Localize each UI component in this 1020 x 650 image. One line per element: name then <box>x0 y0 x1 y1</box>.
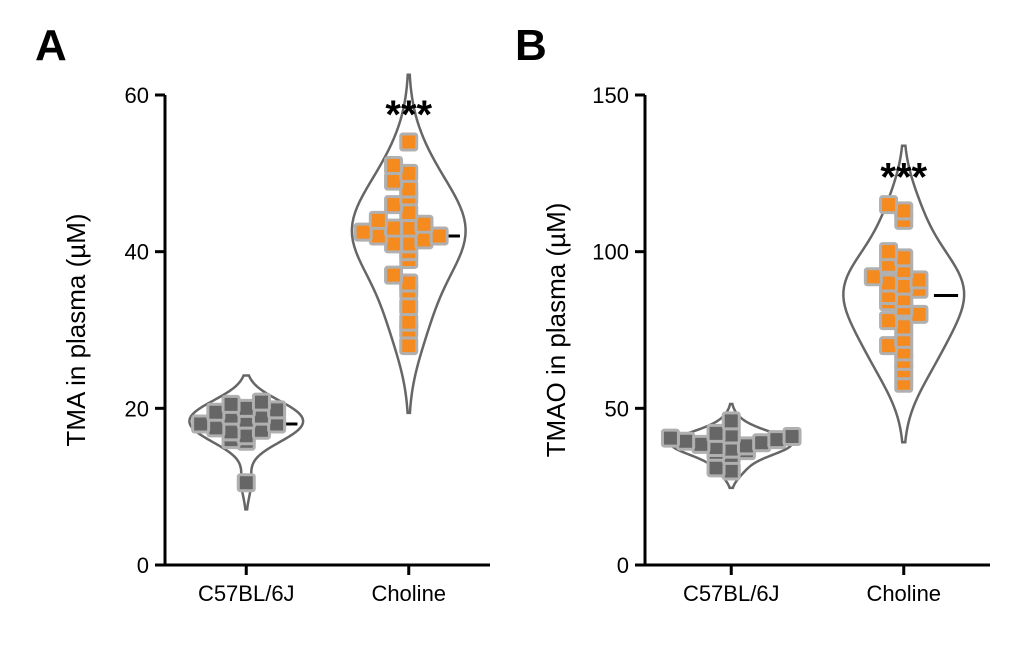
svg-text:0: 0 <box>617 553 629 578</box>
data-point <box>208 404 224 420</box>
svg-text:60: 60 <box>125 83 149 108</box>
significance-marker: *** <box>385 93 432 137</box>
x-category-label: Choline <box>866 581 941 606</box>
data-point <box>896 250 912 266</box>
svg-text:50: 50 <box>605 396 629 421</box>
x-category-label: Choline <box>371 581 446 606</box>
data-point <box>386 158 402 174</box>
data-point <box>881 313 897 329</box>
data-point <box>881 275 897 291</box>
data-point <box>253 394 269 410</box>
data-point <box>238 428 254 444</box>
svg-text:150: 150 <box>592 83 629 108</box>
svg-text:100: 100 <box>592 240 629 265</box>
data-point <box>269 402 285 418</box>
data-point <box>881 338 897 354</box>
data-point <box>386 236 402 252</box>
panel-label-A: A <box>35 21 67 70</box>
data-point <box>865 269 881 285</box>
data-point <box>401 165 417 181</box>
data-point <box>370 228 386 244</box>
data-point <box>223 424 239 440</box>
data-point <box>784 429 800 445</box>
data-point <box>678 433 694 449</box>
panel-label-B: B <box>515 21 547 70</box>
data-point <box>401 181 417 197</box>
data-point <box>208 420 224 436</box>
data-point <box>881 244 897 260</box>
data-point <box>401 205 417 221</box>
data-point <box>401 220 417 236</box>
data-point <box>723 463 739 479</box>
data-point <box>401 314 417 330</box>
data-point <box>769 432 785 448</box>
data-point <box>386 197 402 213</box>
data-point <box>238 475 254 491</box>
data-point <box>386 173 402 189</box>
x-category-label: C57BL/6J <box>198 581 295 606</box>
data-point <box>223 396 239 412</box>
data-point <box>693 436 709 452</box>
svg-text:20: 20 <box>125 396 149 421</box>
data-point <box>738 438 754 454</box>
data-point <box>708 460 724 476</box>
data-point <box>355 224 371 240</box>
data-point <box>662 430 678 446</box>
data-point <box>370 212 386 228</box>
data-point <box>896 203 912 219</box>
data-point <box>193 416 209 432</box>
svg-text:40: 40 <box>125 240 149 265</box>
data-point <box>401 299 417 315</box>
y-axis-title: TMAO in plasma (µM) <box>541 203 571 458</box>
data-point <box>723 413 739 429</box>
data-point <box>896 319 912 335</box>
data-point <box>431 228 447 244</box>
data-point <box>386 267 402 283</box>
significance-marker: *** <box>880 156 927 200</box>
svg-text:0: 0 <box>137 553 149 578</box>
data-point <box>401 236 417 252</box>
data-point <box>911 272 927 288</box>
data-point <box>911 306 927 322</box>
data-point <box>896 278 912 294</box>
data-point <box>401 275 417 291</box>
data-point <box>401 338 417 354</box>
data-point <box>754 435 770 451</box>
data-point <box>708 425 724 441</box>
data-point <box>416 232 432 248</box>
data-point <box>386 220 402 236</box>
data-point <box>238 400 254 416</box>
y-axis-title: TMA in plasma (µM) <box>61 213 91 446</box>
x-category-label: C57BL/6J <box>683 581 780 606</box>
data-point <box>416 216 432 232</box>
